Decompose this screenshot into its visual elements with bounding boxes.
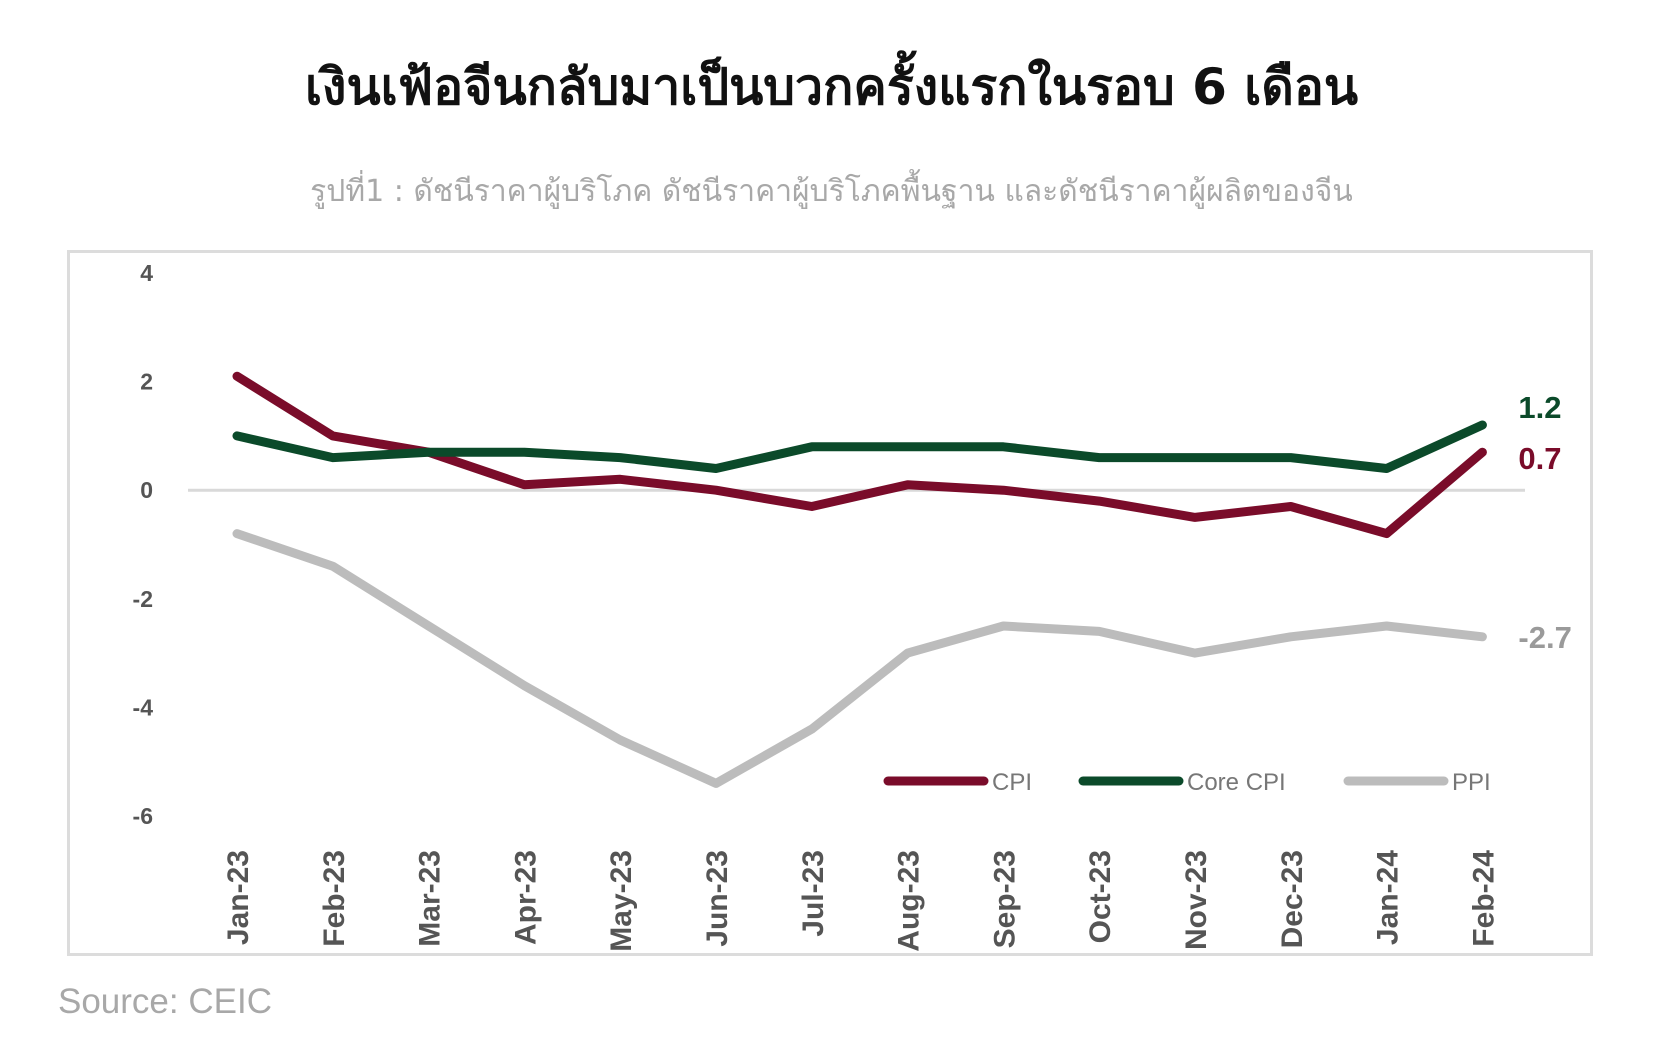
y-tick-label: -6 bbox=[133, 803, 153, 829]
x-tick-label: Mar-23 bbox=[414, 850, 447, 947]
y-tick-label: 0 bbox=[140, 477, 153, 503]
y-tick-label: 4 bbox=[140, 260, 153, 286]
end-labels: 0.7 1.2 -2.7 bbox=[1518, 390, 1571, 655]
end-label-ppi: -2.7 bbox=[1518, 620, 1571, 655]
x-tick-label: Nov-23 bbox=[1180, 850, 1213, 950]
x-axis-ticks: Jan-23 Feb-23 Mar-23 Apr-23 May-23 Jun-23 Jul-… bbox=[222, 850, 1500, 952]
series-lines bbox=[232, 371, 1487, 788]
chart-subtitle: รูปที่1 : ดัชนีราคาผู้บริโภค ดัชนีราคาผู… bbox=[310, 174, 1353, 209]
x-tick-label: May-23 bbox=[605, 850, 638, 952]
x-tick-label: Jul-23 bbox=[797, 850, 830, 937]
source-note: Source: CEIC bbox=[58, 982, 272, 1021]
legend: CPI Core CPI PPI bbox=[883, 769, 1491, 796]
y-tick-label: 2 bbox=[140, 369, 153, 395]
x-tick-label: Feb-23 bbox=[318, 850, 351, 947]
y-tick-label: -2 bbox=[133, 586, 153, 612]
y-axis-ticks: 4 2 0 -2 -4 -6 bbox=[133, 260, 154, 829]
chart-frame bbox=[67, 250, 1593, 956]
legend-label-core-cpi: Core CPI bbox=[1187, 769, 1286, 796]
x-tick-label: Jan-23 bbox=[222, 850, 255, 945]
x-tick-label: Apr-23 bbox=[509, 850, 542, 945]
x-tick-label: Sep-23 bbox=[988, 850, 1021, 948]
x-tick-label: Feb-24 bbox=[1467, 850, 1500, 947]
legend-label-cpi: CPI bbox=[992, 769, 1032, 796]
x-tick-label: Jan-24 bbox=[1372, 850, 1405, 945]
x-tick-label: Dec-23 bbox=[1276, 850, 1309, 948]
x-tick-label: Aug-23 bbox=[893, 850, 926, 952]
end-label-cpi: 0.7 bbox=[1518, 441, 1561, 476]
series-line-core-cpi bbox=[232, 420, 1487, 473]
series-line-ppi bbox=[232, 529, 1487, 788]
series-line-cpi bbox=[232, 371, 1487, 539]
chart-title: เงินเฟ้อจีนกลับมาเป็นบวกครั้งแรกในรอบ 6 … bbox=[304, 58, 1359, 116]
end-label-core-cpi: 1.2 bbox=[1518, 390, 1561, 425]
x-tick-label: Jun-23 bbox=[701, 850, 734, 947]
legend-label-ppi: PPI bbox=[1452, 769, 1491, 796]
x-tick-label: Oct-23 bbox=[1084, 850, 1117, 943]
y-tick-label: -4 bbox=[133, 694, 154, 720]
